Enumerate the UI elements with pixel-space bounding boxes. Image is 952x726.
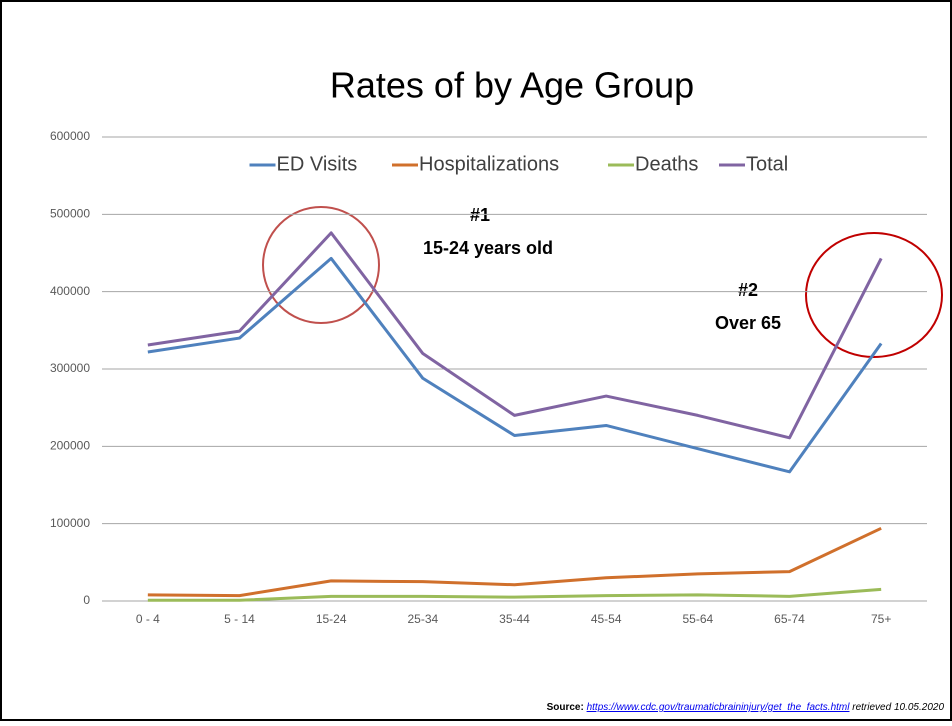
chart-title: Rates of by Age Group	[330, 65, 694, 106]
legend-label: Deaths	[635, 153, 698, 175]
legend-label: Total	[746, 153, 788, 175]
legend-label: Hospitalizations	[419, 153, 559, 175]
series-line	[147, 587, 882, 602]
series-line	[147, 256, 883, 474]
x-tick-label: 0 - 4	[136, 612, 160, 626]
source-line: Source: https://www.cdc.gov/traumaticbra…	[547, 702, 945, 713]
annotation: Over 65	[715, 313, 781, 333]
source-note: retrieved 10.05.2020	[852, 702, 944, 713]
x-tick-label: 55-64	[682, 612, 713, 626]
x-tick-label: 5 - 14	[224, 612, 255, 626]
annotation: #2	[738, 280, 758, 300]
source-label: Source:	[547, 702, 584, 713]
highlight-circle	[262, 206, 380, 324]
y-tick-label: 400000	[50, 284, 90, 298]
x-tick-label: 75+	[871, 612, 891, 626]
annotation: 15-24 years old	[423, 238, 553, 258]
series-line	[147, 526, 882, 598]
x-tick-label: 65-74	[774, 612, 805, 626]
x-tick-label: 35-44	[499, 612, 530, 626]
y-tick-label: 0	[83, 593, 90, 607]
y-tick-label: 500000	[50, 207, 90, 221]
x-tick-label: 45-54	[591, 612, 622, 626]
highlight-circle	[805, 232, 943, 358]
x-tick-label: 25-34	[407, 612, 438, 626]
series-line	[147, 231, 883, 440]
y-tick-label: 100000	[50, 516, 90, 530]
y-tick-label: 200000	[50, 439, 90, 453]
x-tick-label: 15-24	[316, 612, 347, 626]
y-tick-label: 300000	[50, 361, 90, 375]
source-link[interactable]: https://www.cdc.gov/traumaticbraininjury…	[587, 702, 851, 713]
legend-label: ED Visits	[277, 153, 358, 175]
y-tick-label: 600000	[50, 129, 90, 143]
